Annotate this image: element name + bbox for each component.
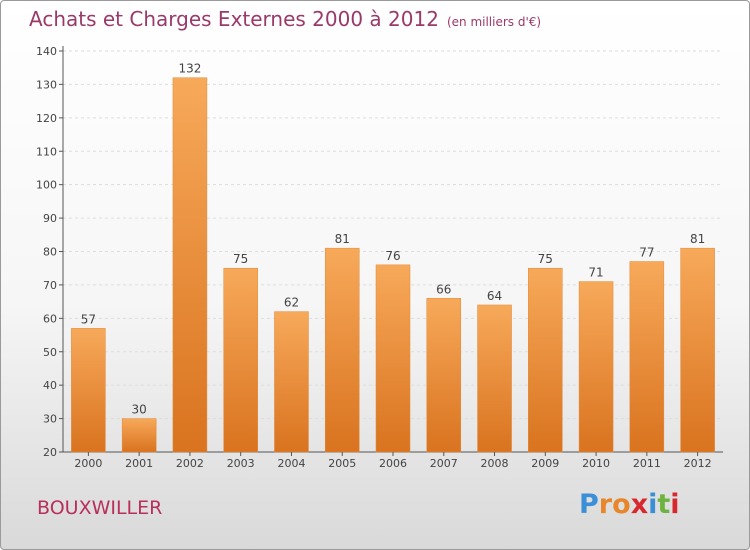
bar-2012 xyxy=(680,247,715,453)
data-label-2010: 71 xyxy=(588,266,603,280)
y-tick-label: 70 xyxy=(43,279,57,292)
x-tick-label-2012: 2012 xyxy=(684,457,712,470)
x-tick-label-2004: 2004 xyxy=(277,457,305,470)
data-label-2011: 77 xyxy=(639,246,654,260)
data-label-2008: 64 xyxy=(487,289,502,303)
chart-title: Achats et Charges Externes 2000 à 2012 (e… xyxy=(29,7,541,31)
bar-2003 xyxy=(223,267,258,453)
bar-2001 xyxy=(121,418,157,453)
data-label-2006: 76 xyxy=(385,249,400,263)
y-tick-label: 60 xyxy=(43,312,57,325)
x-tick-label-2011: 2011 xyxy=(633,457,661,470)
y-tick-label: 110 xyxy=(36,145,57,158)
data-label-2012: 81 xyxy=(690,232,705,246)
bar-2008 xyxy=(477,304,512,453)
data-label-2007: 66 xyxy=(436,282,451,296)
data-label-2002: 132 xyxy=(178,62,201,76)
data-label-2009: 75 xyxy=(538,252,553,266)
x-tick-label-2000: 2000 xyxy=(74,457,102,470)
x-tick-label-2001: 2001 xyxy=(125,457,153,470)
y-tick-label: 80 xyxy=(43,246,57,259)
x-tick-label-2007: 2007 xyxy=(430,457,458,470)
data-label-2004: 62 xyxy=(284,296,299,310)
x-tick-label-2008: 2008 xyxy=(481,457,509,470)
y-tick-label: 120 xyxy=(36,112,57,125)
data-label-2005: 81 xyxy=(335,232,350,246)
y-tick-label: 100 xyxy=(36,179,57,192)
x-tick-label-2006: 2006 xyxy=(379,457,407,470)
bar-2006 xyxy=(375,264,411,453)
x-tick-label-2009: 2009 xyxy=(531,457,559,470)
y-tick-label: 20 xyxy=(43,446,57,459)
bar-2007 xyxy=(426,298,462,453)
bar-2010 xyxy=(578,281,614,453)
bar-2002 xyxy=(172,77,208,453)
bar-2011 xyxy=(629,261,665,453)
x-tick-label-2002: 2002 xyxy=(176,457,204,470)
proxiti-logo: Proxiti xyxy=(579,489,680,520)
y-tick-label: 30 xyxy=(43,413,57,426)
y-tick-label: 140 xyxy=(36,45,57,58)
city-name: BOUXWILLER xyxy=(37,497,163,519)
data-label-2001: 30 xyxy=(132,403,147,417)
bar-2000 xyxy=(71,328,106,453)
y-tick-label: 50 xyxy=(43,346,57,359)
bar-2009 xyxy=(528,267,563,453)
data-label-2000: 57 xyxy=(81,312,96,326)
x-tick-label-2003: 2003 xyxy=(227,457,255,470)
bar-2005 xyxy=(324,247,360,453)
chart-title-text: Achats et Charges Externes 2000 à 2012 xyxy=(29,7,439,31)
chart-subtitle: (en milliers d'€) xyxy=(446,15,542,29)
x-tick-label-2005: 2005 xyxy=(328,457,356,470)
y-tick-label: 90 xyxy=(43,212,57,225)
data-label-2003: 75 xyxy=(233,252,248,266)
y-tick-label: 130 xyxy=(36,78,57,91)
bar-2004 xyxy=(274,311,309,453)
x-tick-label-2010: 2010 xyxy=(582,457,610,470)
y-tick-label: 40 xyxy=(43,379,57,392)
